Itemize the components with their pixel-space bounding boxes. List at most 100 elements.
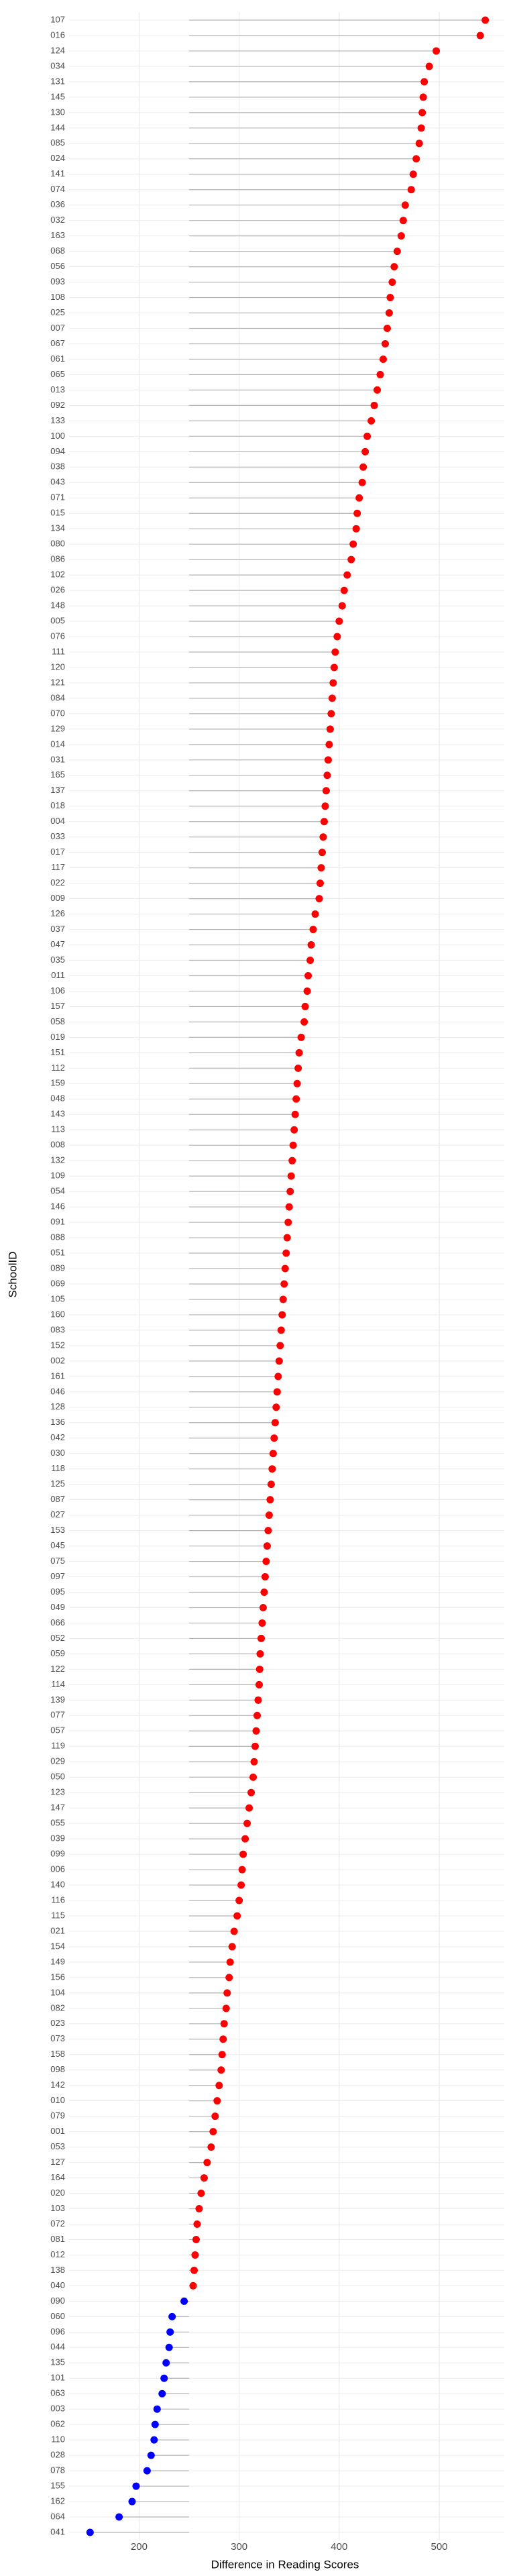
y-tick-label: 010 <box>50 2095 65 2105</box>
y-tick-label: 148 <box>50 600 65 610</box>
y-tick-label: 002 <box>50 1355 65 1365</box>
dot <box>343 571 351 579</box>
dot <box>180 2297 188 2305</box>
y-tick-label: 013 <box>50 384 65 394</box>
dot <box>241 1835 249 1843</box>
y-tick-label: 058 <box>50 1016 65 1026</box>
y-tick-label: 017 <box>50 847 65 857</box>
y-tick-label: 008 <box>50 1140 65 1150</box>
y-tick-label: 069 <box>50 1278 65 1288</box>
y-tick-label: 129 <box>50 723 65 733</box>
dot <box>255 1680 263 1688</box>
dot <box>220 2020 228 2028</box>
dot <box>328 694 336 702</box>
y-tick-label: 073 <box>50 2033 65 2043</box>
dot <box>297 1033 305 1041</box>
y-tick-label: 104 <box>50 1987 65 1997</box>
dot <box>358 478 366 486</box>
y-tick-label: 045 <box>50 1540 65 1550</box>
dot <box>338 602 346 610</box>
dot <box>263 1542 271 1550</box>
dot <box>294 1064 302 1072</box>
y-tick-label: 009 <box>50 893 65 903</box>
y-tick-label: 119 <box>51 1741 65 1751</box>
dot <box>349 540 357 548</box>
dot <box>283 1234 291 1242</box>
dot <box>258 1619 266 1627</box>
y-tick-label: 156 <box>50 1972 65 1982</box>
dot <box>166 2328 174 2336</box>
y-tick-label: 114 <box>51 1679 65 1689</box>
y-tick-label: 056 <box>50 261 65 271</box>
y-tick-label: 157 <box>50 1001 65 1011</box>
dot <box>481 16 490 24</box>
y-tick-label: 057 <box>50 1725 65 1735</box>
dot <box>284 1218 292 1226</box>
dot <box>256 1650 264 1658</box>
x-axis-title: Difference in Reading Scores <box>211 2558 359 2571</box>
dot <box>304 971 312 979</box>
y-tick-label: 153 <box>50 1525 65 1535</box>
y-tick-label: 049 <box>50 1602 65 1612</box>
y-tick-label: 061 <box>50 354 65 364</box>
y-tick-label: 063 <box>50 2388 65 2398</box>
dot <box>257 1634 265 1642</box>
dot <box>261 1573 269 1581</box>
y-tick-label: 043 <box>50 477 65 487</box>
y-tick-label: 095 <box>50 1587 65 1597</box>
y-tick-label: 054 <box>50 1186 65 1196</box>
dot <box>219 2035 227 2043</box>
dot <box>319 833 327 841</box>
y-tick-label: 029 <box>50 1756 65 1766</box>
dot <box>115 2513 123 2521</box>
y-tick-label: 097 <box>50 1571 65 1581</box>
y-tick-label: 040 <box>50 2280 65 2290</box>
y-axis-title: SchoolID <box>6 1252 19 1298</box>
y-tick-label: 098 <box>50 2064 65 2074</box>
y-tick-label: 123 <box>50 1787 65 1797</box>
y-tick-label: 110 <box>51 2434 65 2445</box>
dot <box>355 494 363 502</box>
dot <box>399 217 407 225</box>
y-tick-label: 165 <box>50 769 65 780</box>
dot <box>274 1373 282 1381</box>
dot <box>252 1727 260 1735</box>
dot <box>191 2251 199 2259</box>
dot <box>276 1342 284 1350</box>
dot <box>217 2066 225 2074</box>
layer <box>86 16 490 2536</box>
dot <box>247 1788 255 1796</box>
y-tick-label: 083 <box>50 1324 65 1334</box>
y-tick-label: 118 <box>51 1463 65 1473</box>
y-tick-label: 122 <box>50 1664 65 1674</box>
dot <box>200 2174 208 2182</box>
layer <box>69 12 504 2540</box>
dot <box>222 2004 230 2012</box>
y-tick-label: 116 <box>51 1894 65 1904</box>
dot <box>376 370 384 378</box>
y-tick-label: 115 <box>51 1910 65 1920</box>
y-tick-label: 036 <box>50 199 65 209</box>
dot <box>359 463 367 471</box>
dot <box>385 309 393 317</box>
y-tick-label: 077 <box>50 1710 65 1720</box>
dot <box>419 93 427 101</box>
dot <box>277 1326 285 1334</box>
dot <box>381 339 389 347</box>
y-tick-label: 082 <box>50 2002 65 2012</box>
y-tick-label: 120 <box>50 661 65 672</box>
y-tick-label: 124 <box>50 45 65 55</box>
dot <box>425 62 433 70</box>
layer <box>90 19 485 2533</box>
dot <box>271 1419 279 1427</box>
dot <box>272 1403 280 1411</box>
dot <box>420 78 428 86</box>
y-tick-label: 023 <box>50 2018 65 2028</box>
y-tick-label: 154 <box>50 1941 65 1951</box>
dot <box>383 325 391 333</box>
dot <box>295 1049 303 1057</box>
y-tick-label: 037 <box>50 924 65 934</box>
y-tick-label: 105 <box>50 1293 65 1303</box>
dot <box>215 2082 223 2090</box>
y-tick-label: 030 <box>50 1448 65 1458</box>
